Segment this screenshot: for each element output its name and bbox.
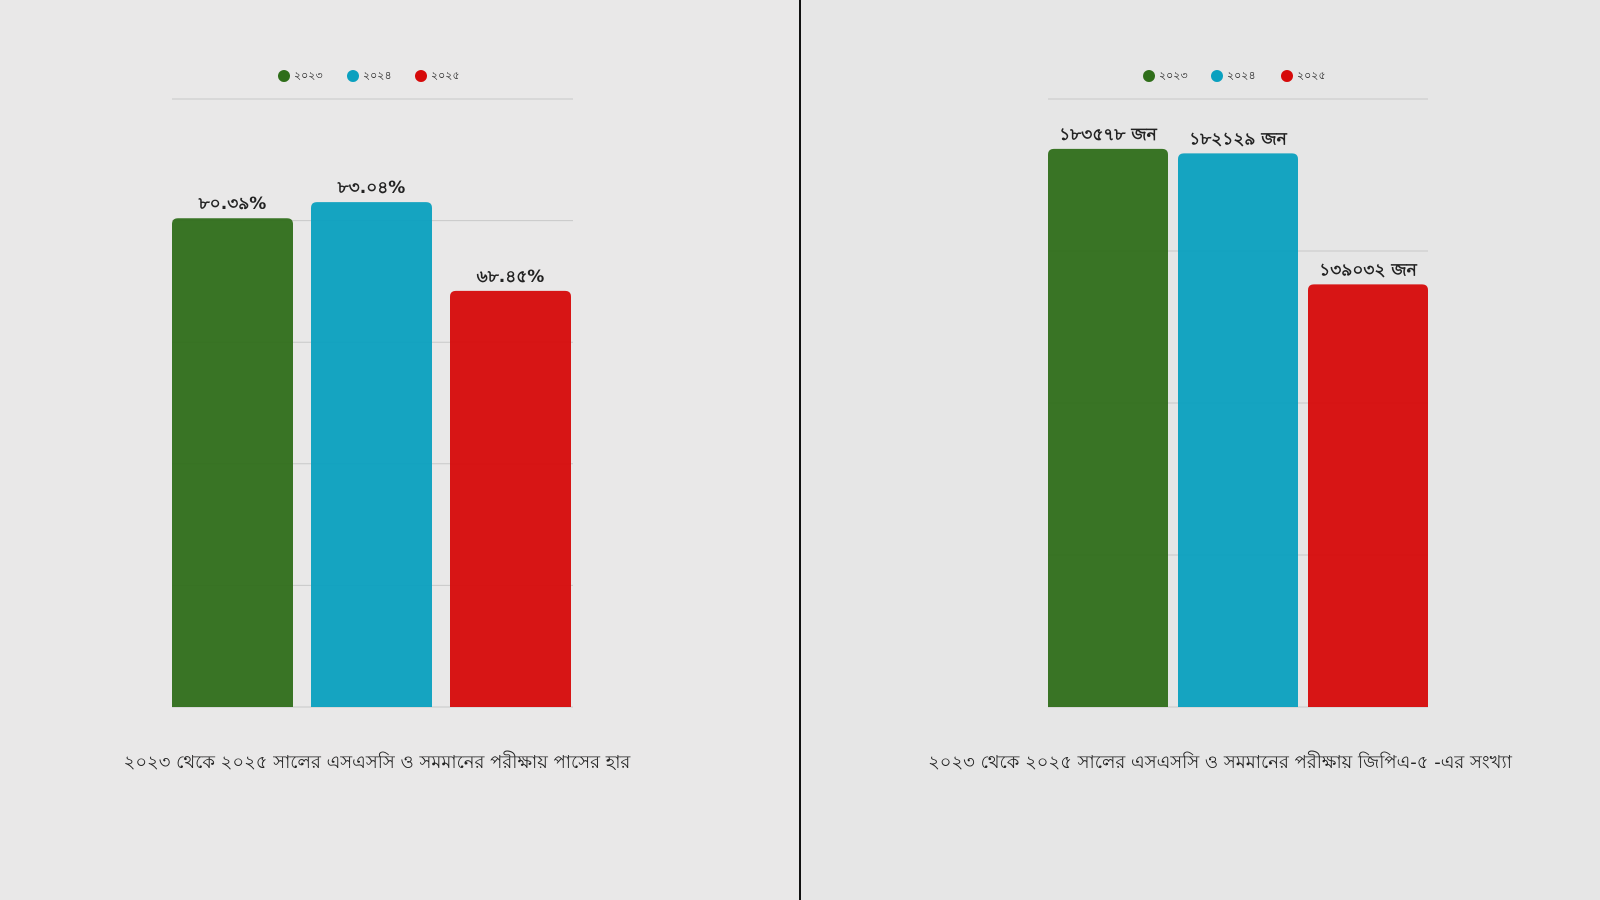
bar — [450, 290, 571, 707]
value-label: ১৮২১২৯ জন — [1189, 129, 1287, 149]
legend-marker — [278, 70, 290, 82]
value-label: ৬৮.৪৫% — [477, 267, 545, 287]
bar — [172, 218, 293, 707]
bar — [311, 202, 432, 707]
value-label: ৮০.৩৯% — [198, 194, 267, 214]
legend-marker — [415, 70, 427, 82]
value-label: ১৮৩৫৭৮ জন — [1059, 125, 1157, 145]
legend-marker — [1211, 70, 1223, 82]
legend-label: ২০২৩ — [294, 69, 323, 82]
legend-label: ২০২৪ — [363, 69, 392, 82]
value-label: ১৩৯০৩২ জন — [1319, 260, 1417, 280]
chart-title: ২০২৩ থেকে ২০২৫ সালের এসএসসি ও সমমানের পর… — [124, 751, 632, 773]
legend-label: ২০২৫ — [431, 69, 460, 82]
bar — [1048, 148, 1168, 708]
legend-label: ২০২৫ — [1297, 69, 1326, 82]
legend-marker — [1281, 70, 1293, 82]
bar — [1308, 284, 1428, 707]
legend-marker — [347, 70, 359, 82]
legend-label: ২০২৩ — [1159, 69, 1188, 82]
value-label: ৮৩.০৪% — [337, 178, 406, 198]
bar — [1178, 153, 1298, 708]
chart-title: ২০২৩ থেকে ২০২৫ সালের এসএসসি ও সমমানের পর… — [928, 751, 1513, 773]
legend-label: ২০২৪ — [1227, 69, 1256, 82]
legend-marker — [1143, 70, 1155, 82]
